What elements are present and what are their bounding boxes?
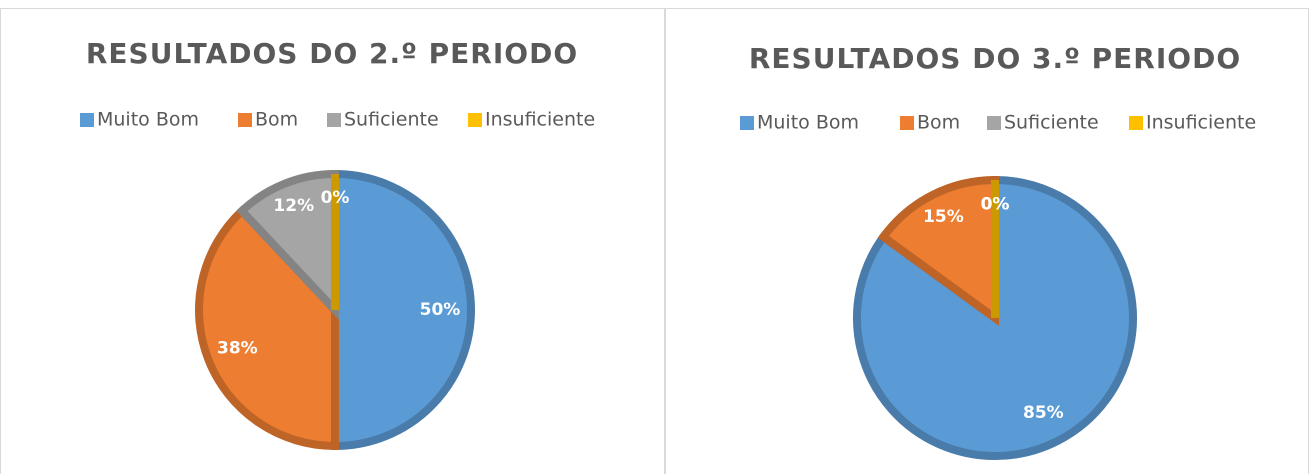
data-label: 50%: [420, 300, 461, 320]
data-label: 15%: [923, 207, 964, 227]
legend-label: Muito Bom: [97, 109, 199, 131]
legend-swatch: [900, 116, 914, 130]
legend-swatch: [468, 113, 482, 127]
pie-slice: [877, 175, 999, 326]
legend-swatch: [740, 116, 754, 130]
legend-swatch: [80, 113, 94, 127]
legend-label: Insuficiente: [1146, 112, 1256, 134]
pie-slice: [853, 175, 1137, 460]
legend-label: Suficiente: [1004, 112, 1099, 134]
data-label: 12%: [273, 196, 314, 216]
legend-label: Bom: [255, 109, 298, 131]
chart-title: RESULTADOS DO 2.º PERIODO: [86, 37, 578, 70]
data-label: 0%: [981, 194, 1010, 214]
pie-slice: [331, 169, 475, 451]
chart-title: RESULTADOS DO 3.º PERIODO: [749, 42, 1241, 75]
legend-label: Bom: [917, 112, 960, 134]
legend-swatch: [1129, 116, 1143, 130]
legend-swatch: [327, 113, 341, 127]
legend-swatch: [238, 113, 252, 127]
pie-slice: [236, 169, 339, 321]
data-label: 38%: [217, 339, 258, 359]
legend-label: Suficiente: [344, 109, 439, 131]
data-label: 85%: [1023, 403, 1064, 423]
data-label: 0%: [321, 188, 350, 208]
pie-slice: [195, 205, 339, 451]
data-label: 0%: [981, 194, 1010, 214]
legend-swatch: [987, 116, 1001, 130]
legend-label: Insuficiente: [485, 109, 595, 131]
legend-label: Muito Bom: [757, 112, 859, 134]
